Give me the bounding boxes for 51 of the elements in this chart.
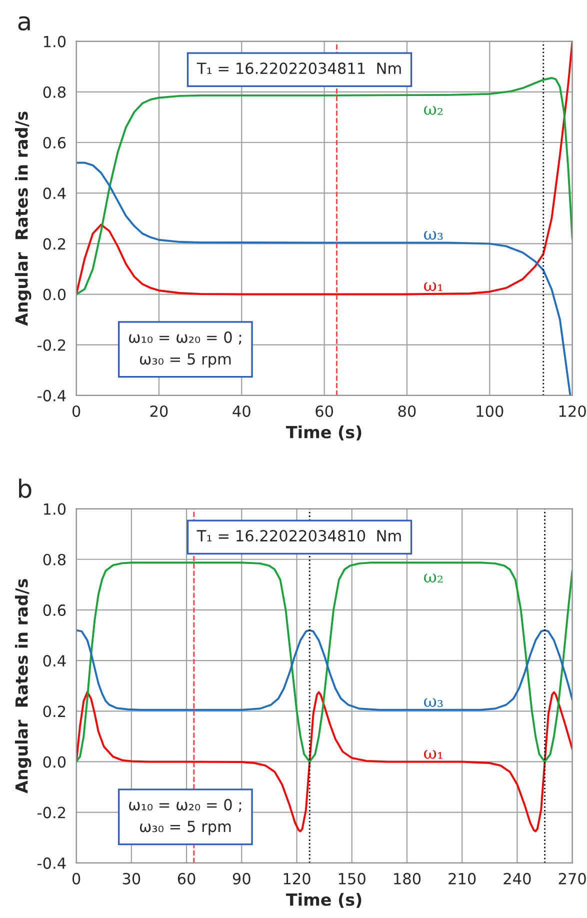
chart-title: a: [18, 16, 30, 31]
x-tick-label: 90: [232, 872, 250, 884]
x-tick-label: 30: [122, 872, 140, 884]
y-tick-label: 0.8: [43, 86, 66, 98]
series-label: ω₁: [424, 282, 442, 292]
y-axis-title: Angular Rates in rad/s: [14, 112, 32, 326]
y-tick-label: -0.4: [38, 390, 66, 402]
chart-title: b: [19, 478, 32, 498]
x-tick-label: 210: [448, 872, 476, 884]
series-label: ω₃: [424, 698, 443, 708]
annotation: T₁ = 16.22022034811 Nm: [196, 62, 401, 74]
y-tick-label: -0.2: [38, 339, 66, 351]
series-label: ω₃: [424, 231, 443, 240]
x-tick-label: 150: [338, 872, 366, 884]
x-axis-title: Time (s): [286, 892, 362, 908]
x-tick-label: 80: [398, 405, 416, 417]
series-label: ω₂: [424, 574, 443, 582]
x-axis-title: Time (s): [286, 426, 362, 440]
x-tick-label: 40: [232, 405, 250, 417]
annotation: ω₁₀ = ω₂₀ = 0 ; ω₃₀ = 5 rpm: [129, 798, 242, 836]
y-tick-label: -0.4: [38, 857, 66, 869]
x-tick-label: 60: [316, 405, 334, 417]
y-tick-label: 0.2: [43, 706, 66, 718]
x-tick-label: 0: [72, 872, 80, 884]
x-tick-label: 240: [504, 872, 531, 884]
y-tick-label: 0.0: [43, 288, 66, 300]
annotation: T₁ = 16.22022034810 Nm: [196, 530, 401, 542]
y-axis-title: Angular Rates in rad/s: [14, 579, 32, 794]
annotation: ω₁₀ = ω₂₀ = 0 ; ω₃₀ = 5 rpm: [129, 331, 242, 368]
y-tick-label: 0.6: [43, 604, 66, 616]
y-tick-label: 0.4: [43, 655, 66, 667]
x-tick-label: 120: [284, 872, 310, 884]
y-tick-label: 0.4: [43, 188, 66, 200]
y-tick-label: 0.8: [43, 554, 66, 566]
y-tick-label: 1.0: [44, 503, 66, 515]
y-tick-label: 0.2: [43, 238, 66, 250]
series-label: ω₁: [424, 750, 442, 759]
x-tick-label: 100: [476, 405, 504, 417]
y-tick-label: -0.2: [38, 806, 66, 818]
series-label: ω₂: [424, 106, 443, 115]
y-tick-label: 0.0: [43, 756, 66, 768]
x-tick-label: 120: [559, 405, 586, 417]
x-tick-label: 270: [558, 872, 586, 884]
x-tick-label: 180: [394, 872, 421, 884]
line-series: [76, 562, 572, 763]
x-tick-label: 60: [178, 872, 196, 884]
x-tick-label: 0: [72, 405, 80, 417]
x-tick-label: 20: [150, 405, 168, 417]
line-series: [76, 629, 572, 711]
y-tick-label: 1.0: [44, 36, 66, 48]
y-tick-label: 0.6: [43, 136, 66, 149]
